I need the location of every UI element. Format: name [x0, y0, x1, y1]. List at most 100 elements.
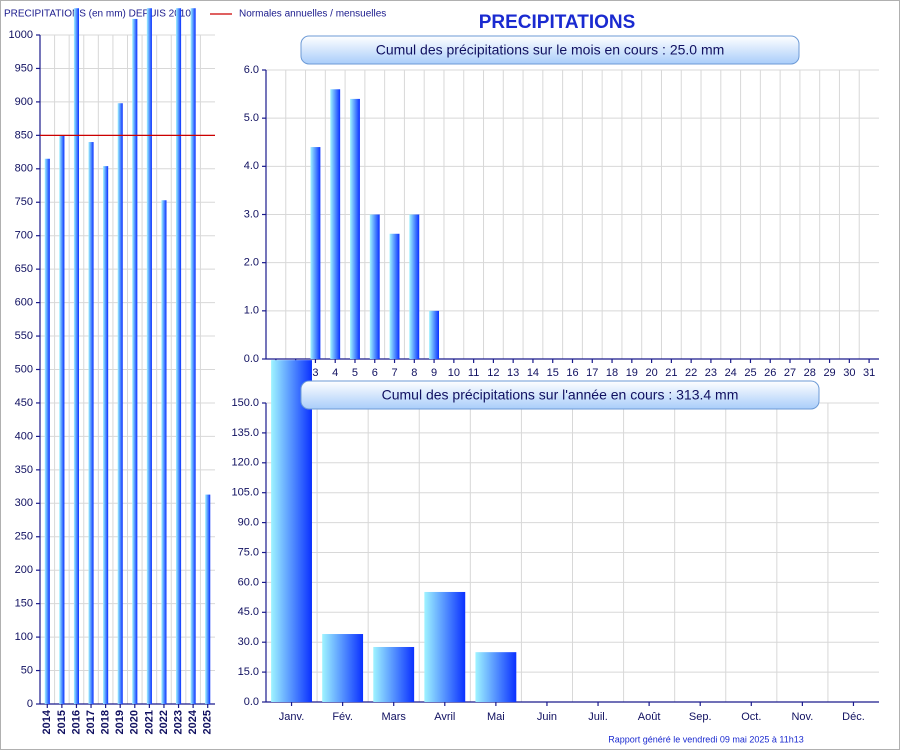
y-tick-label: 850 — [15, 129, 33, 141]
x-tick-label: 25 — [744, 367, 756, 379]
x-tick-label: 18 — [606, 367, 618, 379]
x-tick-label: 8 — [411, 367, 417, 379]
bar — [73, 8, 80, 705]
x-tick-label: 29 — [823, 367, 835, 379]
y-tick-label: 120.0 — [231, 457, 259, 469]
x-tick-label: Août — [638, 711, 661, 723]
x-tick-label: 2023 — [172, 710, 184, 734]
y-tick-label: 700 — [15, 230, 33, 242]
y-tick-label: 105.0 — [231, 487, 259, 499]
x-tick-label: 10 — [448, 367, 460, 379]
x-tick-label: 13 — [507, 367, 519, 379]
x-tick-label: 5 — [352, 367, 358, 379]
bar — [424, 591, 466, 702]
bar — [409, 214, 420, 359]
y-tick-label: 60.0 — [238, 576, 259, 588]
y-tick-label: 3.0 — [244, 208, 259, 220]
y-tick-label: 150 — [15, 598, 33, 610]
y-tick-label: 400 — [15, 430, 33, 442]
x-tick-label: 21 — [665, 367, 677, 379]
bar — [373, 646, 415, 702]
y-tick-label: 300 — [15, 497, 33, 509]
x-tick-label: Juin — [537, 711, 557, 723]
x-tick-label: Nov. — [791, 711, 813, 723]
y-tick-label: 550 — [15, 330, 33, 342]
x-tick-label: 2025 — [202, 710, 214, 734]
bar — [175, 8, 182, 705]
y-tick-label: 2.0 — [244, 257, 259, 269]
left-chart-title: PRECIPITATIONS (en mm) DEPUIS 2010 — [4, 9, 191, 20]
y-tick-label: 450 — [15, 397, 33, 409]
x-tick-label: 2020 — [129, 710, 141, 734]
x-tick-label: 7 — [391, 367, 397, 379]
bar — [132, 18, 138, 705]
y-tick-label: 135.0 — [231, 427, 259, 439]
x-tick-label: Janv. — [279, 711, 304, 723]
bar — [310, 147, 321, 359]
x-tick-label: 2016 — [70, 710, 82, 734]
y-tick-label: 1000 — [9, 29, 33, 41]
bar — [330, 89, 341, 360]
subtitle: Cumul des précipitations sur le mois en … — [376, 42, 725, 58]
bar — [322, 634, 364, 702]
x-tick-label: 22 — [685, 367, 697, 379]
y-tick-label: 650 — [15, 263, 33, 275]
x-tick-label: 27 — [784, 367, 796, 379]
y-tick-label: 4.0 — [244, 160, 259, 172]
bar — [117, 103, 123, 705]
x-tick-label: 2024 — [187, 709, 199, 734]
x-tick-label: 2019 — [114, 710, 126, 734]
bar — [59, 135, 65, 705]
bar — [350, 98, 360, 360]
x-tick-label: 26 — [764, 367, 776, 379]
x-tick-label: 2021 — [143, 710, 155, 734]
x-tick-label: 20 — [645, 367, 657, 379]
y-tick-label: 30.0 — [238, 636, 259, 648]
y-tick-label: 350 — [15, 464, 33, 476]
x-tick-label: 2014 — [41, 709, 53, 734]
bar — [146, 8, 152, 705]
x-tick-label: Juil. — [588, 711, 608, 723]
x-tick-label: Mai — [487, 711, 505, 723]
y-tick-label: 75.0 — [238, 546, 259, 558]
x-tick-label: 2015 — [56, 710, 68, 734]
x-tick-label: 14 — [527, 367, 539, 379]
bar — [103, 166, 109, 704]
y-tick-label: 0 — [27, 698, 33, 710]
y-tick-label: 0.0 — [244, 353, 259, 365]
y-tick-label: 50 — [21, 664, 33, 676]
x-tick-label: 12 — [487, 367, 499, 379]
x-tick-label: 28 — [804, 367, 816, 379]
x-tick-label: 19 — [626, 367, 638, 379]
x-tick-label: Oct. — [741, 711, 761, 723]
y-tick-label: 15.0 — [238, 666, 259, 678]
bar — [369, 214, 380, 359]
y-tick-label: 600 — [15, 297, 33, 309]
y-tick-label: 1.0 — [244, 305, 259, 317]
x-tick-label: 11 — [468, 367, 479, 379]
bar — [161, 200, 167, 705]
subtitle: Cumul des précipitations sur l'année en … — [382, 387, 739, 403]
y-tick-label: 45.0 — [238, 606, 259, 618]
y-tick-label: 950 — [15, 62, 33, 74]
bar — [88, 142, 94, 705]
y-tick-label: 250 — [15, 531, 33, 543]
x-tick-label: 24 — [725, 367, 737, 379]
x-tick-label: 2022 — [158, 710, 170, 734]
subtitle-box — [300, 380, 820, 410]
x-tick-label: 9 — [431, 367, 437, 379]
x-tick-label: Avril — [434, 711, 455, 723]
x-tick-label: 15 — [547, 367, 559, 379]
x-tick-label: 4 — [332, 367, 338, 379]
y-tick-label: 90.0 — [238, 517, 259, 529]
x-tick-label: Fév. — [332, 711, 353, 723]
bar — [190, 8, 196, 705]
bar — [429, 310, 440, 359]
y-tick-label: 750 — [15, 196, 33, 208]
y-tick-label: 100 — [15, 631, 33, 643]
x-tick-label: Déc. — [842, 711, 865, 723]
y-tick-label: 500 — [15, 363, 33, 375]
y-tick-label: 150.0 — [231, 397, 259, 409]
x-tick-label: Sep. — [689, 711, 712, 723]
